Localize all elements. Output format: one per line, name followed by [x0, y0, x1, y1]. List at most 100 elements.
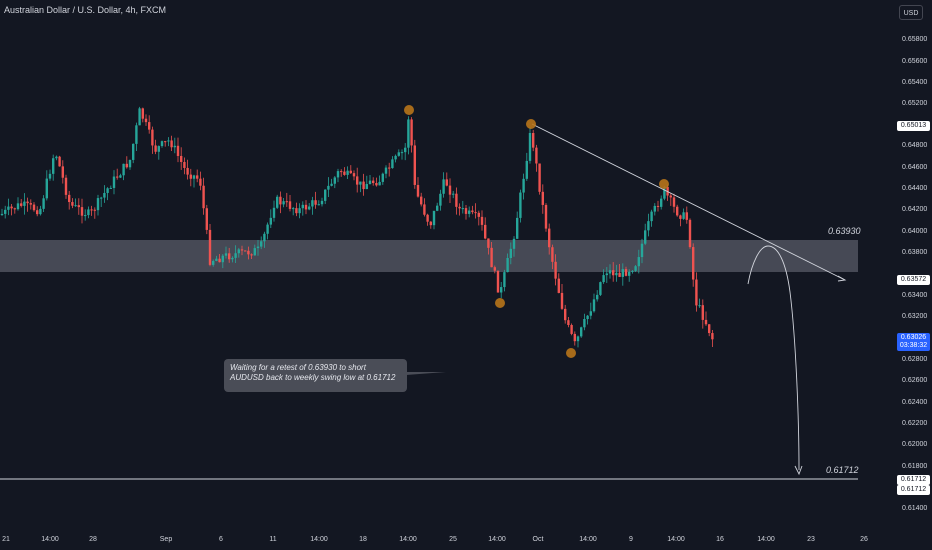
candle-body	[359, 181, 362, 185]
candle-body	[362, 181, 365, 190]
trade-note-line: Waiting for a retest of 0.63930 to short	[230, 363, 366, 372]
candle-body	[532, 133, 535, 148]
candle-body	[679, 215, 682, 219]
candle-body	[4, 209, 7, 214]
candle-body	[87, 209, 90, 216]
candle-body	[0, 213, 4, 215]
candle-body	[576, 336, 580, 342]
candle-body	[346, 170, 349, 175]
candle-body	[176, 145, 180, 156]
candle-body	[343, 171, 346, 175]
candle-body	[548, 228, 551, 248]
candle-body	[61, 166, 64, 178]
candle-body	[407, 119, 410, 148]
candle-body	[103, 192, 106, 198]
candle-body	[336, 171, 340, 178]
price-tick: 0.63200	[902, 313, 928, 320]
projection-curve[interactable]	[747, 245, 800, 471]
candle-body	[682, 212, 685, 219]
candlestick-chart[interactable]	[0, 0, 890, 528]
candle-body	[372, 180, 375, 184]
candle-body	[471, 210, 474, 213]
price-tick: 0.64000	[902, 228, 928, 235]
swing-high-marker[interactable]	[526, 119, 536, 129]
candle-body	[624, 269, 628, 276]
price-tick: 0.64400	[902, 185, 928, 192]
chart-pane[interactable]	[0, 0, 890, 528]
candle-body	[42, 198, 45, 209]
candle-body	[71, 202, 74, 206]
candle-body	[602, 275, 605, 283]
swing-high-marker[interactable]	[404, 105, 414, 115]
candle-body	[480, 216, 484, 225]
candle-body	[688, 219, 692, 248]
swing-low-marker[interactable]	[495, 298, 505, 308]
candle-body	[112, 176, 116, 188]
candle-body	[628, 271, 631, 276]
candle-body	[615, 272, 618, 276]
candle-body	[573, 333, 576, 342]
candle-body	[212, 260, 215, 265]
candle-body	[228, 253, 231, 260]
candle-body	[272, 207, 276, 218]
symbol-title[interactable]: Australian Dollar / U.S. Dollar, 4h, FXC…	[4, 5, 167, 15]
resistance-label[interactable]: 0.63930	[828, 226, 861, 236]
price-tick: 0.63400	[902, 292, 928, 299]
candle-body	[16, 203, 20, 210]
candle-body	[541, 191, 544, 205]
last-price-tag: 0.63026 03:38:32	[897, 333, 930, 351]
target-label[interactable]: 0.61712	[826, 465, 859, 475]
candle-countdown: 03:38:32	[899, 342, 928, 349]
candle-body	[320, 200, 324, 205]
candle-body	[660, 198, 663, 207]
candle-body	[365, 184, 368, 190]
currency-button[interactable]: USD	[899, 5, 923, 20]
candle-body	[413, 145, 416, 185]
candle-body	[119, 175, 122, 178]
time-tick: 9	[629, 536, 633, 543]
candle-body	[154, 145, 157, 152]
candle-body	[189, 174, 192, 179]
candle-body	[106, 188, 109, 193]
resistance-zone	[0, 240, 858, 272]
candle-body	[314, 200, 317, 205]
candle-body	[352, 173, 356, 177]
candle-body	[420, 196, 423, 205]
candle-body	[77, 205, 80, 208]
candle-body	[26, 201, 29, 204]
candle-body	[567, 320, 570, 325]
candle-body	[10, 206, 13, 209]
swing-low-marker[interactable]	[566, 348, 576, 358]
candle-body	[544, 204, 548, 229]
price-tick: 0.65800	[902, 36, 928, 43]
candle-body	[484, 224, 487, 239]
candle-body	[132, 143, 135, 160]
candle-body	[276, 196, 279, 208]
candle-body	[32, 204, 36, 211]
candle-body	[237, 249, 240, 254]
candle-body	[519, 192, 522, 218]
candle-body	[631, 270, 634, 272]
candle-body	[311, 200, 314, 207]
candle-body	[429, 221, 432, 226]
candle-body	[167, 140, 170, 142]
candle-body	[279, 196, 282, 205]
candle-body	[564, 308, 567, 321]
time-tick: 18	[359, 536, 367, 543]
price-tick: 0.62400	[902, 399, 928, 406]
high-price-tag: 0.65013	[897, 121, 930, 131]
candle-body	[340, 171, 343, 173]
candle-body	[260, 241, 263, 247]
price-tick: 0.64200	[902, 206, 928, 213]
descending-trendline[interactable]	[531, 123, 846, 281]
candle-body	[202, 185, 205, 209]
candle-body	[192, 175, 196, 179]
trade-note-callout[interactable]: Waiting for a retest of 0.63930 to short…	[224, 359, 407, 392]
candle-body	[196, 175, 199, 179]
time-tick: 14:00	[41, 536, 59, 543]
candle-body	[509, 248, 512, 258]
candle-body	[653, 205, 656, 212]
trendline-arrowhead	[837, 275, 847, 282]
swing-high-marker[interactable]	[659, 179, 669, 189]
candle-body	[100, 197, 103, 199]
